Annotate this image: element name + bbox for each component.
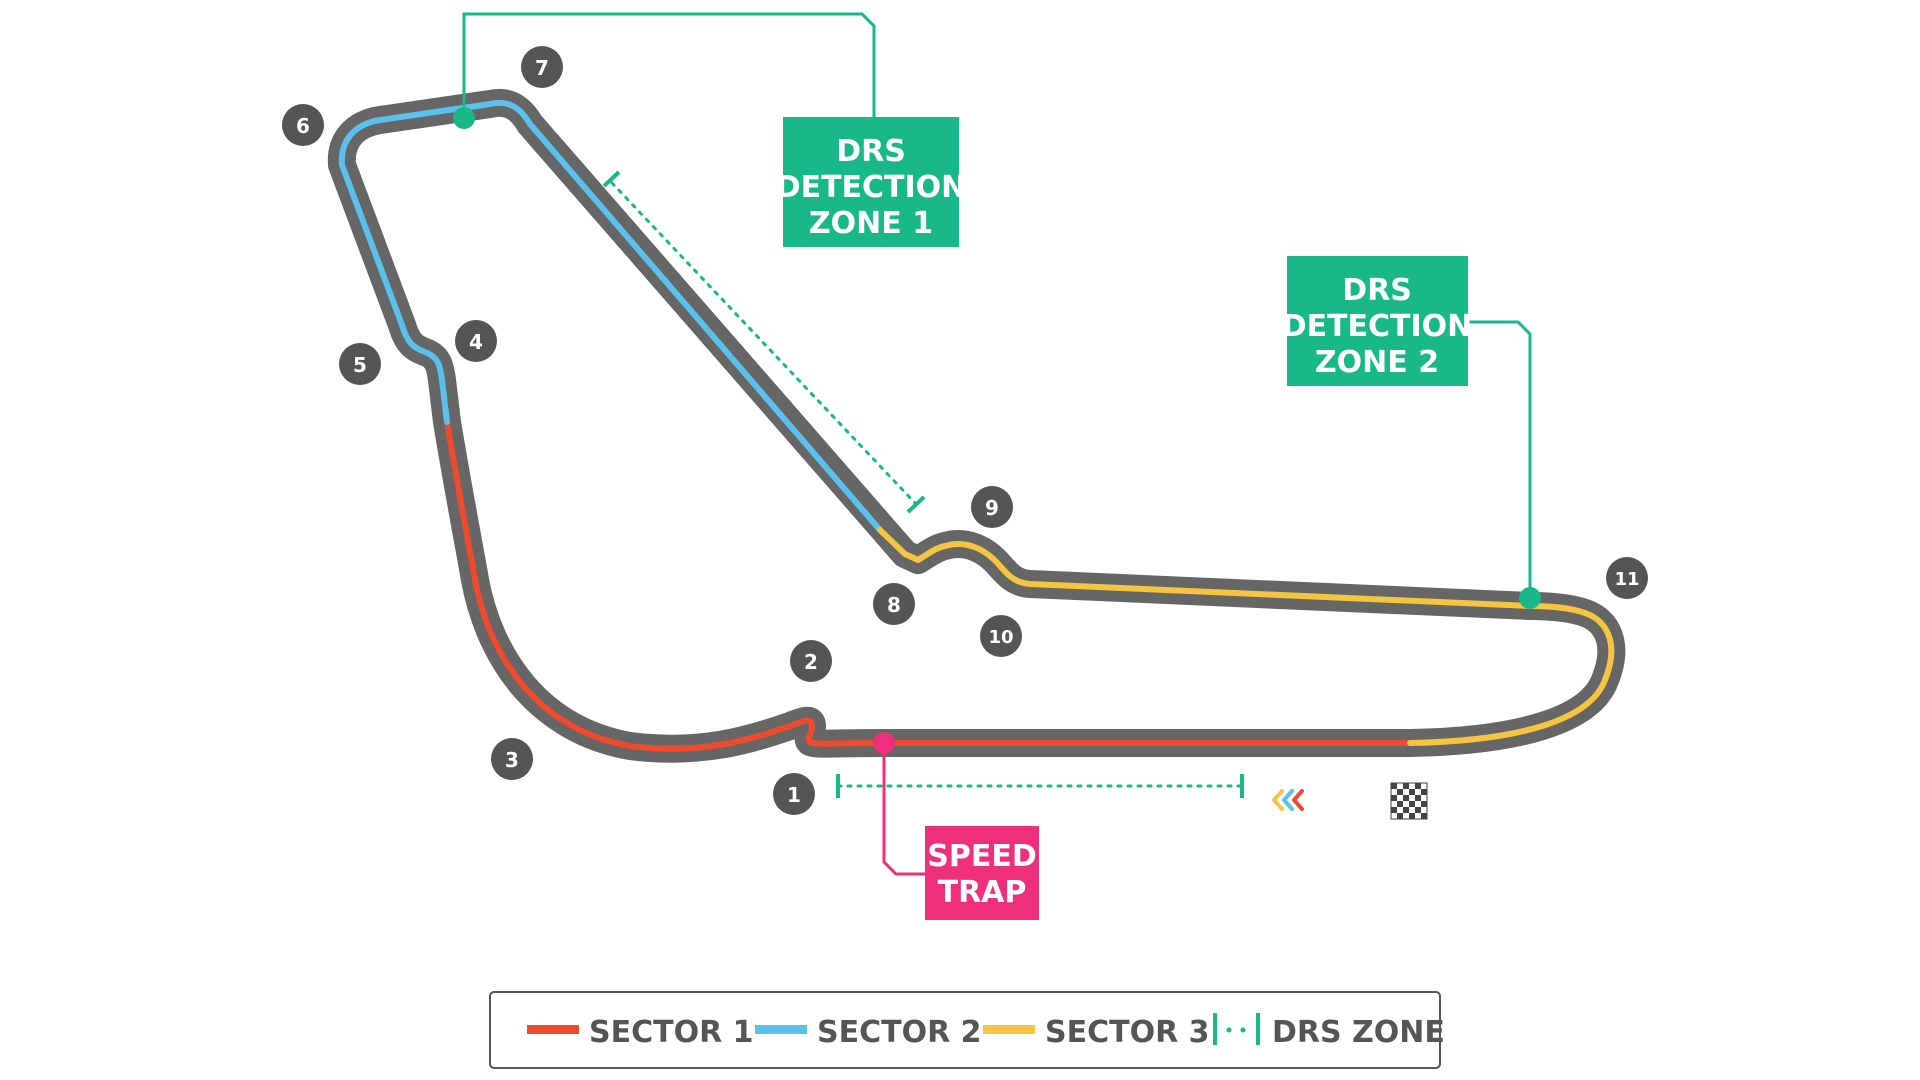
flag-square (1391, 795, 1397, 801)
flag-square (1415, 795, 1421, 801)
corner-9-label: 9 (985, 496, 999, 520)
flag-square (1421, 783, 1427, 789)
legend-sector-1-swatch (527, 1025, 579, 1034)
flag-square (1421, 801, 1427, 807)
corner-1: 1 (773, 773, 815, 815)
legend: SECTOR 1 SECTOR 2 SECTOR 3 DRS ZONE (489, 991, 1445, 1069)
drs-detection-1-line-2: DETECTION (776, 170, 967, 205)
corner-11: 11 (1606, 557, 1648, 599)
legend-sector-2: SECTOR 2 (755, 1015, 982, 1050)
corner-4: 4 (455, 320, 497, 362)
flag-square (1397, 795, 1403, 801)
legend-sector-3-label: SECTOR 3 (1045, 1015, 1210, 1050)
drs-detection-1-line-1: DRS (836, 134, 906, 169)
drs-detection-2-line-1: DRS (1342, 273, 1412, 308)
sector-3-line (877, 527, 1615, 746)
corner-5-label: 5 (353, 353, 367, 377)
flag-square (1409, 783, 1415, 789)
corner-11-label: 11 (1614, 569, 1639, 590)
flag-square (1397, 789, 1403, 795)
corner-7-label: 7 (535, 56, 549, 80)
flag-square (1397, 801, 1403, 807)
flag-square (1409, 807, 1415, 813)
drs-detection-zone-1-box: DRS DETECTION ZONE 1 (776, 117, 967, 247)
flag-square (1403, 783, 1409, 789)
flag-border (1390, 782, 1428, 820)
drs-zone-2 (836, 774, 1244, 798)
speed-trap-line-1: SPEED (927, 839, 1036, 874)
drs-detection-2-line-2: DETECTION (1282, 309, 1473, 344)
legend-sector-3: SECTOR 3 (983, 1015, 1210, 1050)
flag-square (1391, 813, 1397, 819)
legend-drs-zone-label: DRS ZONE (1272, 1015, 1445, 1050)
flag-square (1397, 813, 1403, 819)
corner-10: 10 (980, 615, 1022, 657)
flag-square (1415, 807, 1421, 813)
legend-sector-1-label: SECTOR 1 (589, 1015, 754, 1050)
drs-detection-2-connector (1468, 320, 1541, 609)
drs-zone-1 (602, 170, 926, 514)
legend-sector-3-swatch (983, 1025, 1035, 1034)
legend-drs-zone: DRS ZONE (1213, 1013, 1445, 1050)
flag-square (1421, 813, 1427, 819)
corner-7: 7 (521, 46, 563, 88)
flag-square (1409, 795, 1415, 801)
flag-square (1397, 807, 1403, 813)
drs-detection-1-connector (453, 12, 876, 129)
flag-square (1415, 789, 1421, 795)
flag-square (1403, 789, 1409, 795)
direction-chevrons-icon (1272, 789, 1304, 811)
corner-10-label: 10 (988, 627, 1013, 648)
corner-6: 6 (282, 104, 324, 146)
speed-trap-connector (873, 732, 925, 876)
flag-square (1415, 783, 1421, 789)
corner-1-label: 1 (787, 783, 801, 807)
flag-square (1403, 795, 1409, 801)
flag-square (1409, 789, 1415, 795)
corner-8-label: 8 (887, 593, 901, 617)
corner-2-label: 2 (804, 650, 818, 674)
flag-square (1409, 813, 1415, 819)
flag-square (1415, 813, 1421, 819)
flag-square (1391, 783, 1397, 789)
flag-square (1409, 801, 1415, 807)
drs-detection-zone-2-box: DRS DETECTION ZONE 2 (1282, 256, 1473, 386)
flag-square (1391, 789, 1397, 795)
corner-3-label: 3 (505, 748, 519, 772)
legend-drs-zone-swatch (1213, 1013, 1260, 1045)
legend-sector-2-label: SECTOR 2 (817, 1015, 982, 1050)
drs-detection-1-line-3: ZONE 1 (809, 206, 933, 241)
track-outline (327, 89, 1626, 763)
flag-square (1421, 795, 1427, 801)
flag-square (1391, 801, 1397, 807)
corner-9: 9 (971, 486, 1013, 528)
flag-square (1403, 801, 1409, 807)
flag-square (1415, 801, 1421, 807)
corner-5: 5 (339, 343, 381, 385)
flag-square (1397, 783, 1403, 789)
sector-1-line (444, 419, 1413, 752)
flag-square (1403, 813, 1409, 819)
legend-sector-2-swatch (755, 1025, 807, 1034)
legend-sector-1: SECTOR 1 (527, 1015, 754, 1050)
corner-4-label: 4 (469, 330, 483, 354)
corner-8: 8 (873, 583, 915, 625)
flag-square (1391, 807, 1397, 813)
flag-square (1403, 807, 1409, 813)
flag-square (1421, 807, 1427, 813)
speed-trap-box: SPEED TRAP (925, 826, 1039, 920)
drs-detection-2-line-3: ZONE 2 (1315, 345, 1439, 380)
sector-2-line (338, 100, 883, 533)
checkered-flag-icon (1390, 782, 1428, 820)
corner-6-label: 6 (296, 114, 310, 138)
speed-trap-line-2: TRAP (938, 875, 1027, 910)
corner-3: 3 (491, 738, 533, 780)
flag-square (1421, 789, 1427, 795)
corner-2: 2 (790, 640, 832, 682)
